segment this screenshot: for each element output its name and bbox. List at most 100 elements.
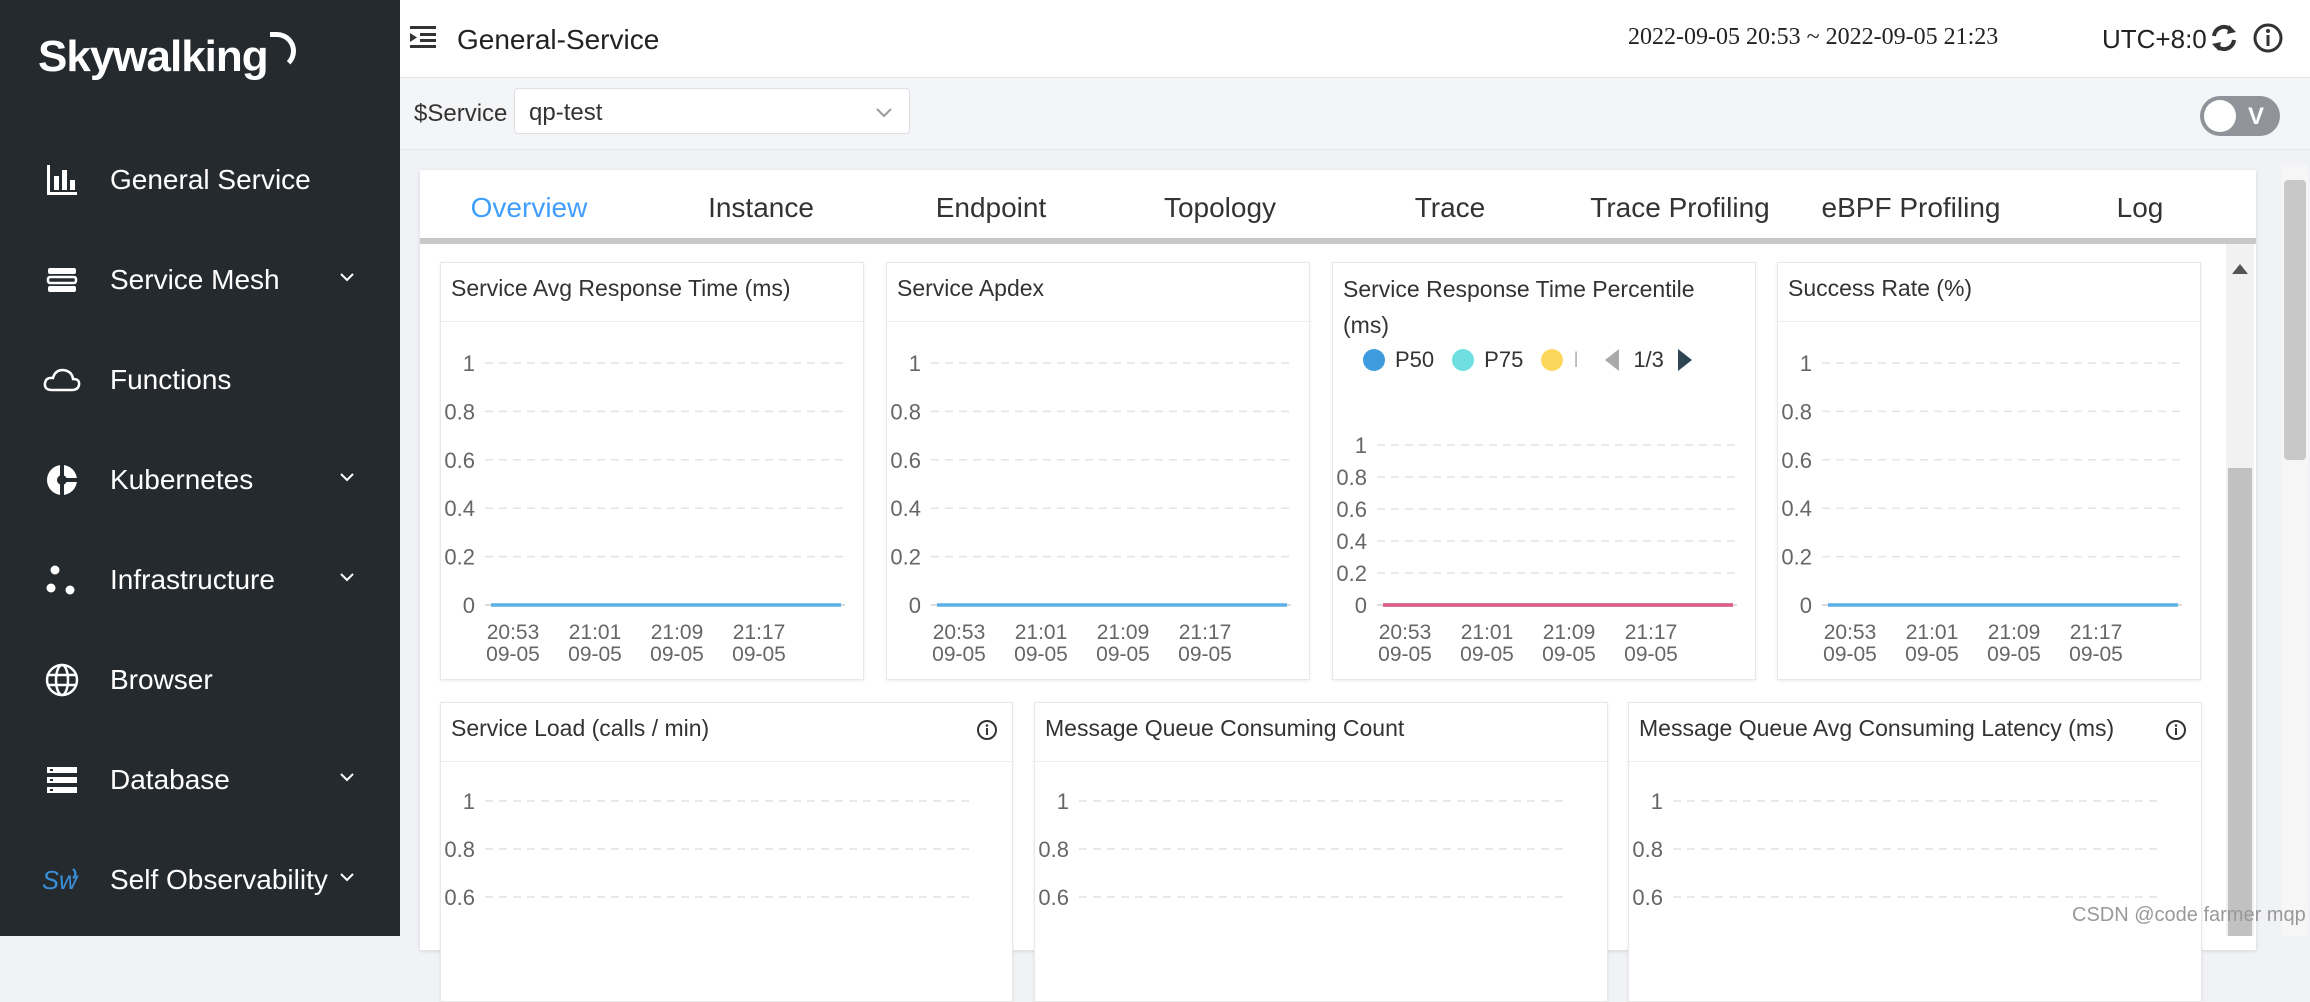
legend-pager: 1/3 [1633,347,1664,372]
chart-plot: 0.6 0.8 1 [444,789,974,910]
x-tick-label: 20:53 09-05 [1378,621,1432,666]
widget-header-divider [887,321,1309,322]
sidebar-item-label: Database [110,764,230,795]
x-tick-label: 21:01 09-05 [1460,621,1514,666]
y-tick-label: 0.6 [1781,448,1812,473]
chevron-down-icon [340,473,354,482]
widget-title: Service Load (calls / min) [451,715,710,741]
tab-trace[interactable]: Trace [1414,192,1486,223]
widget-title: Service Response Time Percentile (ms) [1343,276,1695,338]
y-tick-label: 0.4 [1781,496,1812,521]
widget-title: Message Queue Avg Consuming Latency (ms) [1639,715,2115,741]
widget-info-icon[interactable] [976,719,998,741]
chevron-down-icon [340,273,354,282]
widget-header-divider [441,321,863,322]
tab-topology[interactable]: Topology [1163,192,1277,223]
widget-title: Message Queue Consuming Count [1045,715,1405,741]
chart-plot: 0 0.2 0.4 0.6 0.8 1 20:53 09-05 21:01 09-05 21:09 0… [890,351,1291,666]
toggle-knob [2204,100,2236,132]
widget-title: Service Avg Response Time (ms) [451,275,791,301]
service-select[interactable]: qp-test [514,88,910,134]
y-tick-label: 0.6 [1038,885,1069,910]
dashboard-tabs: Overview Instance Endpoint Topology Trace Tra… [420,170,2256,244]
y-tick-label: 0 [463,593,475,618]
tab-log[interactable]: Log [2116,192,2164,223]
legend-item-p50[interactable]: P50 [1363,347,1434,373]
tab-trace-profiling[interactable]: Trace Profiling [1590,192,1770,223]
chevron-down-icon [340,873,354,882]
globe-icon [42,660,82,700]
y-tick-label: 0.8 [1781,399,1812,424]
sidebar-menu: General Service Service Mesh Functions Kube… [0,130,400,930]
sidebar-item-kubernetes[interactable]: Kubernetes [0,430,400,530]
y-tick-label: 0.6 [444,885,475,910]
scroll-up-icon[interactable] [2230,262,2250,276]
database-icon [42,760,82,800]
chart-plot: 0.6 0.8 1 [1038,789,1569,910]
y-tick-label: 0.8 [1632,837,1663,862]
sidebar-item-database[interactable]: Database [0,730,400,830]
sidebar-item-infrastructure[interactable]: Infrastructure [0,530,400,630]
sidebar-item-label: Infrastructure [110,564,275,595]
chart-plot: 0.6 0.8 1 [1632,789,2163,910]
chevron-down-icon [340,773,354,782]
sidebar-item-label: Self Observability [110,864,328,895]
reload-icon[interactable] [2208,22,2240,54]
panel-scrollbar-thumb[interactable] [2228,468,2252,936]
chart-plot: 0 0.2 0.4 0.6 0.8 1 20:53 09-05 21:01 09-05 21:09 0… [444,351,845,666]
legend-dot [1363,349,1385,371]
chart-legend: P50 P75 P90 1/3 [1363,347,1696,373]
edit-mode-toggle[interactable]: V [2200,96,2280,136]
legend-item-p75[interactable]: P75 [1452,347,1523,373]
skywalking-logo[interactable]: Skywalking [38,32,296,82]
y-tick-label: 0.8 [1038,837,1069,862]
sidebar-item-general-service[interactable]: General Service [0,130,400,230]
x-tick-label: 20:53 09-05 [1823,621,1877,666]
sidebar-item-browser[interactable]: Browser [0,630,400,730]
widget-info-icon[interactable] [2165,719,2187,741]
legend-label: P75 [1484,347,1524,372]
sidebar-item-service-mesh[interactable]: Service Mesh [0,230,400,330]
tab-instance[interactable]: Instance [708,192,814,223]
sidebar-item-self-observability[interactable]: Sw Self Observability [0,830,400,930]
y-tick-label: 1 [1651,789,1663,814]
sw-icon: Sw [42,860,82,900]
y-tick-label: 1 [463,351,475,376]
tab-ebpf-profiling[interactable]: eBPF Profiling [1821,192,2001,223]
y-tick-label: 0 [1800,593,1812,618]
y-tick-label: 0.2 [1336,561,1367,586]
page-scrollbar-thumb[interactable] [2284,180,2306,460]
sidebar-item-label: Functions [110,364,232,395]
x-tick-label: 21:17 09-05 [732,621,786,666]
watermark: CSDN @code farmer mqp [2072,904,2306,926]
legend-item-p90[interactable]: P90 [1541,347,1577,373]
y-tick-label: 0.2 [1781,545,1812,570]
time-range-picker[interactable]: 2022-09-05 20:53 ~ 2022-09-05 21:23 [1628,24,1999,50]
chart-plot: 0 0.2 0.4 0.6 0.8 1 20:53 09-05 21:01 09-05 21:09 0… [1336,433,1737,666]
sidebar-item-functions[interactable]: Functions [0,330,400,430]
x-tick-label: 21:01 09-05 [1905,621,1959,666]
widget-card-3: Success Rate (%) 0 0.2 0.4 0.6 0.8 1 20:53 09-05… [1777,262,2201,680]
x-tick-label: 21:09 09-05 [1987,621,2041,666]
sidebar-item-label: Kubernetes [110,464,254,495]
collapse-sidebar-icon[interactable] [408,22,438,52]
y-tick-label: 1 [1800,351,1812,376]
widget-header-divider [1778,321,2200,322]
legend-prev-icon[interactable] [1601,347,1623,373]
tab-overview[interactable]: Overview [470,192,588,223]
legend-next-icon[interactable] [1674,347,1696,373]
info-icon[interactable] [2252,22,2284,54]
x-tick-label: 21:17 09-05 [1178,621,1232,666]
cloud-icon [42,360,82,400]
sidebar-item-label: Service Mesh [110,264,280,295]
tab-endpoint[interactable]: Endpoint [935,192,1047,223]
layers-icon [42,260,82,300]
sidebar-item-label: General Service [110,164,311,195]
timezone-label: UTC+8:0 [2102,24,2207,54]
y-tick-label: 1 [909,351,921,376]
x-tick-label: 21:09 09-05 [1542,621,1596,666]
svg-text:Sw: Sw [42,867,79,895]
y-tick-label: 0.6 [1632,885,1663,910]
x-tick-label: 20:53 09-05 [486,621,540,666]
widget-header-divider [1629,761,2201,762]
